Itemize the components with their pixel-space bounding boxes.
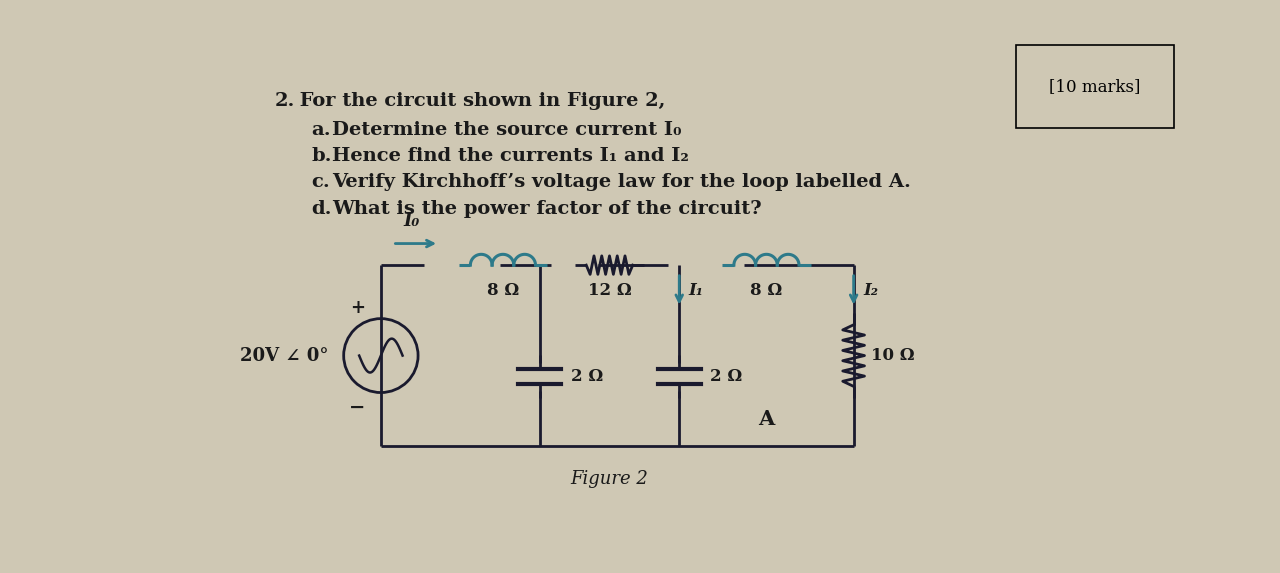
Text: I₀: I₀ <box>403 211 420 230</box>
Text: 8 Ω: 8 Ω <box>750 282 782 299</box>
Text: Figure 2: Figure 2 <box>571 470 649 488</box>
Text: 20V ∠ 0°: 20V ∠ 0° <box>239 347 328 364</box>
Text: What is the power factor of the circuit?: What is the power factor of the circuit? <box>332 199 762 218</box>
Text: b.: b. <box>311 147 332 165</box>
Text: d.: d. <box>311 199 332 218</box>
Text: I₁: I₁ <box>689 282 704 299</box>
Text: A: A <box>758 409 774 429</box>
Text: 8 Ω: 8 Ω <box>486 282 520 299</box>
Text: Verify Kirchhoff’s voltage law for the loop labelled A.: Verify Kirchhoff’s voltage law for the l… <box>332 174 911 191</box>
Text: 2 Ω: 2 Ω <box>571 368 603 385</box>
Text: a.: a. <box>311 121 330 139</box>
Text: For the circuit shown in Figure 2,: For the circuit shown in Figure 2, <box>293 92 666 110</box>
Text: 12 Ω: 12 Ω <box>588 282 631 299</box>
Text: +: + <box>351 299 365 317</box>
Text: 2.: 2. <box>275 92 296 110</box>
Text: −: − <box>349 399 366 417</box>
Text: 2 Ω: 2 Ω <box>710 368 742 385</box>
Text: I₂: I₂ <box>863 282 878 299</box>
Text: Hence find the currents I₁ and I₂: Hence find the currents I₁ and I₂ <box>332 147 689 165</box>
Text: 10 Ω: 10 Ω <box>870 347 914 364</box>
Text: [10 marks]: [10 marks] <box>1050 78 1140 95</box>
Text: Determine the source current I₀: Determine the source current I₀ <box>332 121 681 139</box>
Text: c.: c. <box>311 174 330 191</box>
